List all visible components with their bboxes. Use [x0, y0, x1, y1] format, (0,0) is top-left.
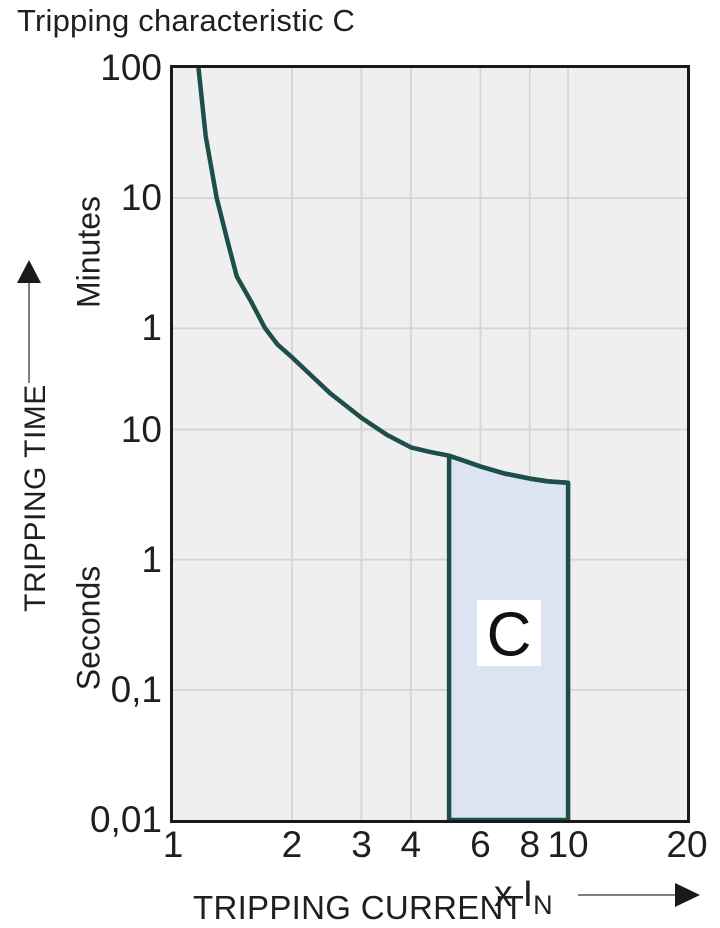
y-axis-arrow-line	[28, 282, 30, 383]
x-axis-unit-label: x IN	[494, 873, 553, 921]
tripping-curve	[196, 68, 569, 486]
y-tick-label: 100	[100, 47, 162, 88]
x-axis-arrow-right-icon	[675, 883, 700, 907]
region-label: C	[487, 601, 532, 670]
x-axis-unit-subscript: N	[533, 890, 553, 920]
x-tick-label: 4	[400, 824, 422, 865]
x-tick-label: 20	[666, 824, 708, 865]
x-tick-label: 8	[519, 824, 541, 865]
y-tick-label: 10	[120, 177, 162, 219]
y-tick-label: 1	[141, 307, 162, 349]
x-tick-label: 2	[281, 824, 303, 865]
y-tick-label: 0,1	[110, 668, 162, 710]
region-label-background	[477, 600, 541, 666]
x-axis-arrow-line	[578, 894, 676, 896]
plot-area: C	[170, 65, 690, 823]
x-axis-unit-prefix: x I	[494, 873, 534, 914]
y-tick-label: 10	[120, 408, 162, 450]
y-tick-label: 0,01	[89, 799, 162, 840]
y-unit-seconds-label: Seconds	[70, 565, 107, 691]
x-tick-label: 3	[351, 824, 372, 865]
y-axis-title: TRIPPING TIME	[19, 384, 52, 612]
x-tick-label: 10	[547, 824, 589, 865]
gridlines	[173, 68, 687, 820]
x-axis-title: TRIPPING CURRENT	[193, 889, 525, 926]
y-unit-minutes-label: Minutes	[70, 195, 107, 309]
y-axis-arrow-up-icon	[17, 260, 41, 283]
x-tick-label: 1	[162, 824, 184, 865]
plot-canvas: C	[173, 68, 687, 820]
x-tick-label: 6	[470, 824, 491, 865]
y-tick-label: 1	[141, 538, 162, 580]
page-title: Tripping characteristic C	[17, 3, 356, 38]
